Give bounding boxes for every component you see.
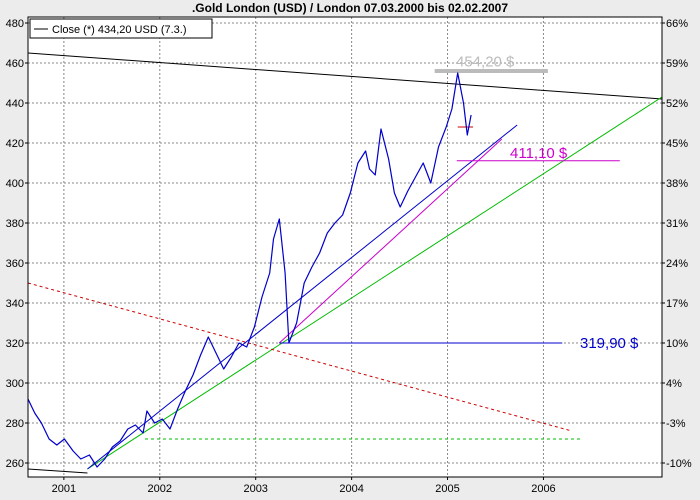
- legend: Close (*) 434,20 USD (7.3.): [29, 18, 213, 39]
- y-right-tick-label: 17%: [666, 298, 688, 310]
- legend-box: [29, 18, 213, 39]
- price-annotations: 454,20 $ 411,10 $ 319,90 $: [456, 54, 639, 353]
- y-tick-label: 280: [6, 418, 24, 430]
- plot-background: [28, 17, 662, 477]
- y-tick-label: 320: [6, 338, 24, 350]
- y-tick-label: 480: [6, 18, 24, 30]
- y-right-tick-label: 52%: [666, 98, 688, 110]
- trend-lines: [27, 52, 663, 474]
- y-right-tick-label: 66%: [666, 18, 688, 30]
- x-tick-label: 2005: [435, 483, 459, 495]
- y-tick-label: 340: [6, 298, 24, 310]
- y-tick-label: 260: [6, 458, 24, 470]
- price-series-line: [27, 72, 472, 468]
- y-axis-left: 260 280 300 320 340 360 380 400 420 440 460 480: [6, 18, 28, 470]
- chart-title: .Gold London (USD) / London 07.03.2000 b…: [191, 1, 509, 15]
- y-tick-label: 420: [6, 138, 24, 150]
- trend-line: [87, 124, 518, 470]
- trend-line: [27, 282, 572, 432]
- price-annotation-label: 411,10 $: [510, 145, 568, 162]
- x-tick-label: 2002: [148, 483, 172, 495]
- x-tick-label: 2001: [52, 483, 76, 495]
- y-tick-label: 400: [6, 178, 24, 190]
- y-right-tick-label: 24%: [666, 258, 688, 270]
- y-right-tick-label: 10%: [666, 338, 688, 350]
- trend-line: [278, 138, 503, 344]
- y-right-tick-label: 38%: [666, 178, 688, 190]
- plot-frame: [27, 16, 663, 478]
- x-axis: 2001 2002 2003 2004 2005 2006: [52, 477, 556, 495]
- y-tick-label: 380: [6, 218, 24, 230]
- y-right-tick-label: 45%: [666, 138, 688, 150]
- legend-label: Close (*) 434,20 USD (7.3.): [52, 24, 187, 36]
- y-tick-label: 360: [6, 258, 24, 270]
- y-right-tick-label: -10%: [666, 458, 692, 470]
- trend-line: [27, 52, 663, 100]
- x-tick-label: 2003: [243, 483, 267, 495]
- y-right-tick-label: 31%: [666, 218, 688, 230]
- y-axis-right: -10% -3% 4% 10% 17% 24% 31% 38% 45% 52% 59% 66%: [662, 18, 692, 470]
- y-right-tick-label: -3%: [666, 418, 686, 430]
- y-tick-label: 300: [6, 378, 24, 390]
- price-annotation-label: 319,90 $: [580, 335, 639, 352]
- x-tick-label: 2006: [531, 483, 555, 495]
- price-series-layer: [27, 72, 472, 468]
- trend-line: [87, 96, 663, 470]
- y-tick-label: 440: [6, 98, 24, 110]
- y-right-tick-label: 59%: [666, 58, 688, 70]
- x-tick-label: 2004: [339, 483, 363, 495]
- price-annotation-label: 454,20 $: [456, 54, 515, 71]
- trend-line: [27, 468, 88, 474]
- y-right-tick-label: 4%: [666, 378, 682, 390]
- y-tick-label: 460: [6, 58, 24, 70]
- plot-border: [27, 16, 663, 478]
